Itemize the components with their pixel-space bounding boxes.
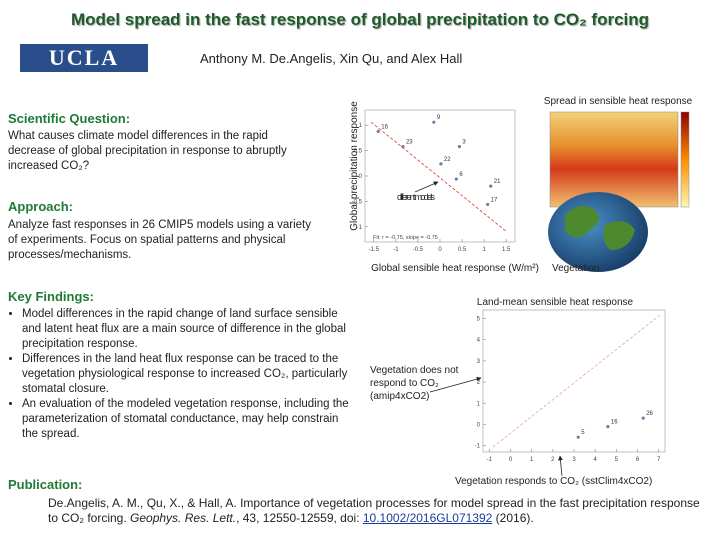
point-label: 17 [491,197,498,203]
y-tick-label: 2 [477,380,481,386]
y-tick-label: -0.5 [352,199,363,205]
point [486,202,490,207]
map-title: Spread in sensible heat response [544,96,693,107]
x-tick-label: 6 [636,457,640,463]
findings-list: Model differences in the rapid change of… [8,307,352,442]
y-tick-label: -1 [357,225,363,231]
x-tick-label: -1 [487,457,493,463]
x-tick-label: 0 [438,247,442,253]
y-tick-label: 4 [477,338,481,344]
annotation-arrow [414,181,439,193]
point-label: 21 [494,179,501,185]
point-label: 26 [646,411,653,417]
question-text: What causes climate model differences in… [8,130,287,172]
x-tick-label: 4 [593,457,597,463]
publication-heading: Publication: [8,477,83,492]
logo: UCLA [20,44,148,72]
fit-label: Fit: r = -0.75, slope = -0.75 [373,235,438,241]
approach-text: Analyze fast responses in 26 CMIP5 model… [8,219,311,261]
x-tick-label: 7 [657,457,661,463]
y-axis-label: Global precipitation response [349,101,360,231]
chart-title: Land-mean sensible heat response [477,297,634,308]
y-tick-label: 0 [359,174,363,180]
point [376,129,380,133]
point [489,184,493,188]
finding: An evaluation of the modeled vegetation … [22,397,352,442]
point-label: 6 [459,172,463,178]
y-tick-label: 0.5 [354,149,363,155]
finding: Model differences in the rapid change of… [22,307,352,352]
plot-area [482,309,666,453]
annotation-arrow [558,455,563,477]
point-label: 23 [406,140,413,146]
y-tick-label: 1 [359,123,363,129]
x-tick-label: 1 [482,247,486,253]
authors: Anthony M. De.Angelis, Xin Qu, and Alex … [200,51,463,66]
point-label: 16 [611,420,618,426]
x-tick-label: 5 [615,457,619,463]
point-label: 5 [581,430,585,436]
citation-details: , 43, 12550-12559, doi: [236,511,363,525]
colorbar [680,111,690,208]
point [432,120,436,124]
title: Model spread in the fast response of glo… [70,10,650,29]
globe-land [565,206,635,250]
y-tick-label: 1 [477,401,481,407]
point [457,144,462,149]
doi-link[interactable]: 10.1002/2016GL071392 [362,511,493,525]
y-tick-label: 0 [477,422,481,428]
question-heading: Scientific Question: [8,111,131,126]
annotation: different models [397,192,436,202]
point-label: 22 [444,157,451,163]
citation-text: De.Angelis, A. M., Qu, X., & Hall, A. Im… [48,496,700,525]
y-tick-label: 5 [477,316,481,322]
annotation: Vegetation does not respond to CO₂ (amip… [370,365,459,402]
annotation: Vegetation responds to CO₂ (sstClim4xCO2… [455,476,652,487]
x-tick-label: -1 [393,247,399,253]
journal: Geophys. Res. Lett. [130,511,237,525]
one-to-one-line [492,314,661,448]
approach-heading: Approach: [8,199,73,214]
y-tick-label: -1 [475,444,481,450]
findings-heading: Key Findings: [8,289,94,304]
fit-line [370,121,508,233]
x-tick-label: 3 [572,457,576,463]
point [641,416,645,420]
citation: De.Angelis, A. M., Qu, X., & Hall, A. Im… [48,496,708,526]
x-tick-label: 1 [530,457,534,463]
x-tick-label: 2 [551,457,555,463]
heat-map [549,111,679,208]
map-label: Vegetation [552,263,599,274]
x-tick-label: 0.5 [458,247,467,253]
x-axis-label: Global sensible heat response (W/m²) [371,263,539,274]
y-tick-label: 3 [477,359,481,365]
finding: Differences in the land heat flux respon… [22,352,352,397]
x-tick-label: 1.5 [502,247,511,253]
x-tick-label: -1.5 [369,247,380,253]
point-label: 9 [437,115,441,121]
x-tick-label: 0 [509,457,513,463]
point [439,162,443,166]
point-label: 3 [462,140,466,146]
point [606,424,610,429]
citation-year: (2016). [492,511,534,525]
point [576,435,580,439]
annotation-arrow [429,376,482,393]
x-tick-label: -0.5 [413,247,424,253]
point-label: 16 [381,124,388,130]
annotation-box: Vegetation does not respond to CO₂ (amip… [370,365,459,402]
point [454,177,458,181]
